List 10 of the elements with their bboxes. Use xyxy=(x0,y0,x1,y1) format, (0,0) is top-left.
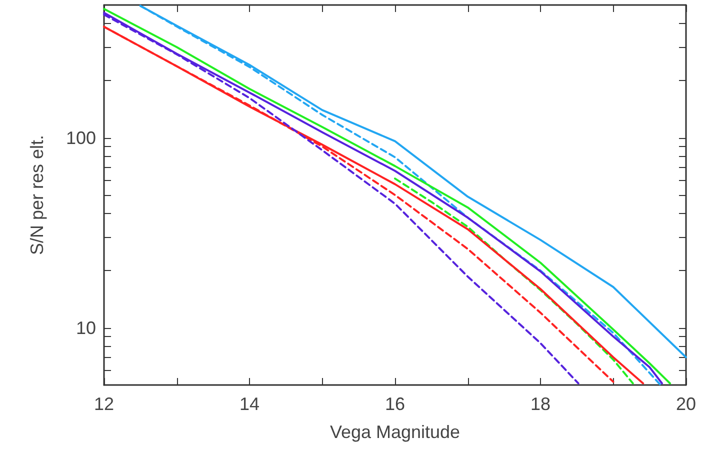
x-tick-label: 18 xyxy=(530,394,551,414)
x-axis-title: Vega Magnitude xyxy=(330,422,460,442)
y-tick-label: 10 xyxy=(76,318,96,338)
x-tick-label: 16 xyxy=(384,394,406,414)
line-series xyxy=(394,178,634,384)
x-tick-label: 14 xyxy=(239,394,260,414)
y-tick-label: 100 xyxy=(66,128,96,148)
x-tick-label: 12 xyxy=(94,394,114,414)
y-axis-title: S/N per res elt. xyxy=(27,134,47,256)
x-tick-label: 20 xyxy=(676,394,696,414)
